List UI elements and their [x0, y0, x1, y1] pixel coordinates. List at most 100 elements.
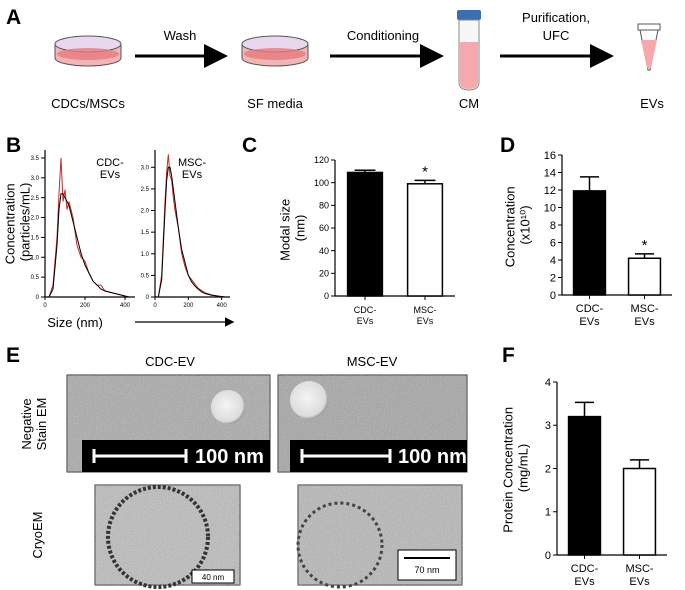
panel-label: F [502, 344, 515, 367]
y-tick-label: 1.0 [141, 252, 150, 258]
tube [457, 10, 481, 91]
bar [346, 171, 384, 297]
x-tick-label: CDC-EVs [354, 305, 377, 326]
y-tick-label: 40 [319, 246, 329, 256]
y-tick-label: 0 [36, 295, 40, 301]
y-tick-label: 3.0 [31, 176, 40, 182]
y-tick-label: 1.5 [141, 230, 150, 236]
y-axis-label: Modal size (nm) [278, 195, 308, 261]
y-tick-label: 2.0 [31, 216, 40, 222]
stage-label: CDCs/MSCs [51, 96, 125, 111]
x-tick-label: CDC-EVs [571, 563, 599, 588]
x-tick-label: 400 [120, 303, 131, 309]
bar [622, 467, 657, 556]
x-tick-label: 400 [217, 303, 228, 309]
row-label: Stain EM [34, 398, 49, 451]
y-tick-label: 14 [544, 167, 556, 179]
dish [54, 35, 122, 67]
stage-label: EVs [640, 96, 664, 111]
bar [567, 415, 602, 556]
y-tick-label: 0.5 [31, 275, 40, 281]
bar [406, 183, 444, 297]
y-tick-label: 0 [550, 290, 556, 302]
scale-bar-label: 100 nm [195, 446, 264, 468]
y-axis-label: Concentration (particles/mL) [3, 180, 33, 265]
y-tick-label: 2.0 [141, 209, 150, 215]
x-tick-label: MSC-EVs [414, 305, 437, 326]
y-tick-label: 2 [545, 463, 551, 475]
y-tick-label: 10 [544, 202, 556, 214]
y-tick-label: 0 [545, 550, 551, 562]
step-label: Wash [164, 28, 197, 43]
x-tick-label: 200 [183, 303, 194, 309]
x-tick-label: MSC-EVs [625, 563, 653, 588]
panel-label: D [500, 134, 515, 157]
stage-label: SF media [247, 96, 303, 111]
step-label: Conditioning [347, 28, 419, 43]
line [155, 166, 230, 298]
y-tick-label: 3.5 [31, 156, 40, 162]
y-tick-label: 6 [550, 237, 556, 249]
column-label: MSC-EV [347, 354, 398, 369]
line [45, 193, 135, 298]
scale-bar-label: 70 nm [414, 565, 439, 575]
y-tick-label: 0.5 [141, 273, 150, 279]
x-tick-label: 0 [43, 303, 47, 309]
panel-label: B [6, 134, 21, 157]
y-tick-label: 2.5 [31, 196, 40, 202]
bar [572, 190, 607, 296]
x-axis-label: Size (nm) [47, 315, 103, 330]
error-bar [354, 169, 376, 173]
y-tick-label: 16 [544, 150, 556, 162]
y-tick-label: 60 [319, 223, 329, 233]
y-tick-label: 120 [314, 155, 329, 165]
x-tick-label: CDC-EVs [576, 303, 604, 328]
step-label: Purification, [522, 10, 590, 25]
dish [241, 35, 309, 67]
y-tick-label: 12 [544, 185, 556, 197]
stage-label: CM [459, 96, 479, 111]
x-tick-label: 200 [80, 303, 91, 309]
y-tick-label: 100 [314, 178, 329, 188]
y-axis-label: Protein Concentration (mg/mL) [501, 403, 531, 532]
error-bar [414, 179, 436, 184]
x-tick-label: MSC-EVs [630, 303, 658, 328]
y-tick-label: 4 [545, 377, 551, 389]
inset-label: CDC-EVs [96, 157, 124, 181]
y-tick-label: 2.5 [141, 187, 150, 193]
cryo-image: 70 nm [296, 484, 463, 589]
y-tick-label: 0 [324, 291, 329, 301]
significance: * [642, 237, 648, 254]
error-bar [574, 401, 595, 417]
bar [627, 257, 662, 296]
column-label: CDC-EV [145, 354, 195, 369]
y-tick-label: 1.5 [31, 236, 40, 242]
error-bar [629, 459, 650, 469]
em-image: 100 nm [66, 374, 271, 473]
panel-label: A [6, 6, 21, 29]
x-tick-label: 0 [153, 303, 157, 309]
significance: * [422, 163, 428, 180]
error-bar [634, 253, 655, 259]
y-tick-label: 2 [550, 272, 556, 284]
y-tick-label: 80 [319, 200, 329, 210]
panel-label: C [242, 134, 257, 157]
error-bar [579, 176, 600, 191]
scale-bar-label: 100 nm [398, 446, 467, 468]
y-tick-label: 0 [146, 295, 150, 301]
y-tick-label: 4 [550, 255, 556, 267]
y-tick-label: 20 [319, 268, 329, 278]
y-tick-label: 1.0 [31, 255, 40, 261]
y-tick-label: 8 [550, 220, 556, 232]
em-image: 100 nm [277, 374, 468, 473]
row-label: CryoEM [30, 512, 45, 559]
scale-bar-label: 40 nm [202, 573, 225, 582]
y-axis-label: Concentration (x10¹⁰) [503, 183, 533, 268]
y-tick-label: 3.0 [141, 165, 150, 171]
cryo-image: 40 nm [94, 484, 241, 589]
step-label: UFC [543, 28, 570, 43]
ev-tube [637, 23, 661, 71]
inset-label: MSC-EVs [178, 157, 206, 181]
